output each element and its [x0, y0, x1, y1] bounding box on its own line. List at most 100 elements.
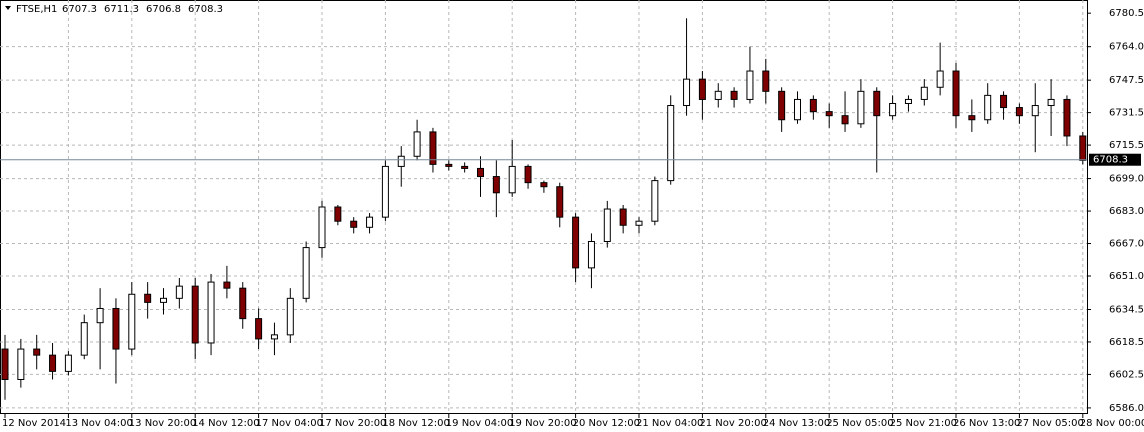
candle-body	[160, 297, 167, 303]
candle-body	[968, 115, 976, 121]
y-tick-label: 6780.5	[1109, 8, 1144, 19]
x-tick-label: 17 Nov 20:00	[319, 418, 386, 429]
x-tick-label: 21 Nov 04:00	[636, 418, 703, 429]
candle-body	[397, 155, 405, 167]
candle-body	[429, 131, 437, 165]
candle-body	[524, 165, 532, 184]
candle-body	[603, 208, 611, 243]
candle-body	[698, 78, 706, 100]
x-tick-label: 19 Nov 20:00	[509, 418, 576, 429]
header-value: 6706.8	[146, 4, 181, 15]
candle-body	[667, 105, 675, 182]
y-tick-label: 6634.5	[1109, 304, 1144, 315]
candle-body	[794, 98, 801, 121]
candle-body	[445, 163, 453, 167]
candle-body	[508, 165, 516, 194]
candle-body	[651, 180, 659, 222]
y-tick-label: 6586.0	[1109, 403, 1144, 414]
x-tick-label: 13 Nov 20:00	[129, 418, 196, 429]
header-value: 6708.3	[188, 4, 223, 15]
y-tick-label: 6651.0	[1109, 271, 1144, 282]
candle-body	[778, 90, 786, 121]
candle-body	[762, 70, 770, 92]
y-tick-label: 6699.0	[1109, 174, 1144, 185]
x-tick-label: 27 Nov 05:00	[1016, 418, 1083, 429]
candle-body	[255, 318, 263, 340]
candle-body	[889, 103, 897, 117]
y-tick-label: 6747.5	[1109, 75, 1144, 86]
x-tick-label: 25 Nov 21:00	[890, 418, 957, 429]
current-price-box	[1089, 153, 1141, 166]
candle-body	[904, 98, 912, 105]
candle-body	[64, 354, 72, 372]
y-tick-label: 6602.5	[1109, 369, 1144, 380]
candle-body	[746, 70, 754, 100]
x-tick-label: 17 Nov 04:00	[256, 418, 323, 429]
candle-body	[144, 293, 152, 303]
candle-body	[984, 94, 992, 121]
candle-body	[1031, 105, 1039, 117]
y-tick-label: 6618.5	[1109, 337, 1144, 348]
x-tick-label: 25 Nov 05:00	[826, 418, 893, 429]
candle-body	[1015, 107, 1023, 117]
candle-body	[286, 297, 294, 336]
header-ohlc: 6707.3 6711.3 6706.8 6708.3	[62, 4, 223, 15]
x-tick-label: 13 Nov 04:00	[65, 418, 132, 429]
candle-body	[33, 348, 41, 356]
candle-body	[1079, 135, 1087, 161]
y-tick-label: 6764.0	[1109, 42, 1144, 53]
candle-body	[825, 111, 833, 117]
candle-body	[857, 90, 865, 125]
candle-body	[461, 165, 469, 169]
x-tick-label: 21 Nov 20:00	[699, 418, 766, 429]
y-tick-label: 6683.0	[1109, 206, 1144, 217]
candle-body	[1063, 98, 1071, 137]
y-tick-label: 6667.0	[1109, 239, 1144, 250]
candle-body	[381, 165, 389, 218]
header-value: 6707.3	[62, 4, 97, 15]
y-tick-label: 6731.5	[1109, 108, 1144, 119]
x-tick-label: 24 Nov 13:00	[763, 418, 830, 429]
candle-body	[952, 70, 960, 117]
candle-body	[1000, 94, 1008, 109]
x-tick-label: 28 Nov 00:00	[1080, 418, 1144, 429]
candle-body	[302, 247, 310, 299]
candle-body	[492, 176, 500, 194]
candle-body	[350, 220, 358, 228]
candle-body	[540, 182, 548, 188]
header-value: 6711.3	[104, 4, 139, 15]
candle-body	[223, 281, 231, 289]
candle-body	[809, 98, 817, 113]
candle-body	[936, 70, 944, 88]
candle-body	[334, 206, 342, 222]
x-tick-label: 26 Nov 13:00	[953, 418, 1020, 429]
candle-body	[239, 287, 247, 320]
candle-body	[635, 220, 643, 226]
candle-body	[1047, 98, 1055, 107]
candle-body	[730, 90, 738, 100]
candle-body	[920, 86, 928, 100]
symbol-label: FTSE,H1	[16, 4, 57, 15]
x-tick-label: 12 Nov 2014	[2, 418, 66, 429]
candle-body	[80, 322, 88, 356]
current-price-label: 6708.3	[1093, 155, 1128, 166]
candle-body	[96, 307, 104, 324]
candle-body	[17, 348, 25, 381]
x-tick-label: 19 Nov 04:00	[446, 418, 513, 429]
candle-body	[477, 167, 484, 178]
candle-body	[413, 131, 421, 157]
candle-body	[191, 285, 199, 344]
plot-frame	[0, 0, 1088, 414]
candle-body	[175, 285, 183, 299]
candle-body	[270, 334, 278, 340]
candle-body	[714, 90, 722, 100]
candle-body	[841, 115, 849, 125]
candle-body	[1, 348, 9, 381]
menu-arrow[interactable]	[5, 6, 11, 10]
candle-body	[207, 281, 215, 344]
candle-body	[572, 216, 580, 269]
candle-body	[366, 216, 374, 228]
x-tick-label: 18 Nov 12:00	[382, 418, 449, 429]
candle-body	[619, 208, 627, 226]
